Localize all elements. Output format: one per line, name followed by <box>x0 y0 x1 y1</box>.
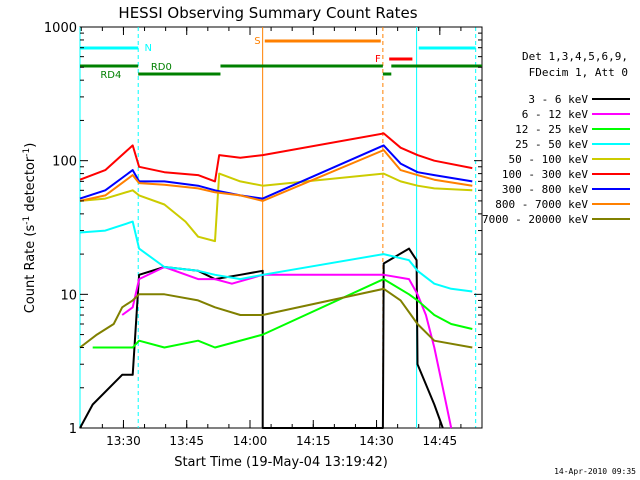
y-axis-label-sup1: -1 <box>22 216 32 225</box>
legend-label-4: 25 - 50 keV <box>515 138 588 151</box>
legend-header-1: Det 1,3,4,5,6,9, <box>522 50 628 63</box>
legend-label-2: 6 - 12 keV <box>522 108 589 121</box>
legend-label-5: 50 - 100 keV <box>509 153 589 166</box>
flag-label-n: N <box>145 43 152 54</box>
marker-lines <box>79 27 477 428</box>
x-tick-label-1: 13:30 <box>106 434 141 448</box>
y-axis-label: Count Rate (s-1 detector-1) <box>22 143 38 314</box>
plot-frame <box>79 26 483 429</box>
flag-label-rd0: RD0 <box>151 62 172 73</box>
flag-label-rd4: RD4 <box>100 70 121 81</box>
legend-label-3: 12 - 25 keV <box>515 123 588 136</box>
y-axis-label-main: Count Rate (s <box>23 225 38 314</box>
legend-label-9: 7000 - 20000 keV <box>482 213 588 226</box>
x-tick-label-6: 14:45 <box>423 434 458 448</box>
series-line-5 <box>79 172 473 243</box>
x-tick-label-4: 14:15 <box>296 434 331 448</box>
flag-label-f: F <box>375 54 381 65</box>
series-line-6 <box>79 132 473 183</box>
y-tick-label-1: 1 <box>69 422 77 437</box>
series-line-4 <box>79 220 473 293</box>
series-line-1 <box>79 247 444 429</box>
x-tick-label-3: 14:00 <box>233 434 268 448</box>
legend: Det 1,3,4,5,6,9, FDecim 1, Att 0 3 - 6 k… <box>482 50 630 226</box>
x-tick-label-2: 13:45 <box>169 434 204 448</box>
legend-label-1: 3 - 6 keV <box>528 93 588 106</box>
series-line-8 <box>79 149 473 202</box>
y-axis-label-mid: detector <box>23 156 38 216</box>
y-tick-label-4: 1000 <box>44 21 77 36</box>
y-tick-label-2: 10 <box>60 288 77 303</box>
y-tick-label-3: 100 <box>52 155 77 170</box>
series-line-9 <box>79 287 473 349</box>
timestamp: 14-Apr-2010 09:35 <box>554 467 636 476</box>
series-group <box>79 132 473 429</box>
legend-label-6: 100 - 300 keV <box>502 168 588 181</box>
state-flags: N RD0 RD4 S F <box>80 36 482 81</box>
axis-ticks: 13:30 13:45 14:00 14:15 14:30 14:45 1 10 100 1000 <box>44 21 483 448</box>
legend-header-2: FDecim 1, Att 0 <box>529 66 628 79</box>
chart-title: HESSI Observing Summary Count Rates <box>118 4 417 22</box>
series-line-3 <box>92 278 473 349</box>
y-axis-label-sup2: -1 <box>22 148 32 157</box>
x-axis-label: Start Time (19-May-04 13:19:42) <box>174 455 388 470</box>
legend-label-8: 800 - 7000 keV <box>495 198 588 211</box>
flag-label-s: S <box>254 36 260 47</box>
y-axis-label-end: ) <box>23 143 38 148</box>
legend-label-7: 300 - 800 keV <box>502 183 588 196</box>
x-tick-label-5: 14:30 <box>359 434 394 448</box>
